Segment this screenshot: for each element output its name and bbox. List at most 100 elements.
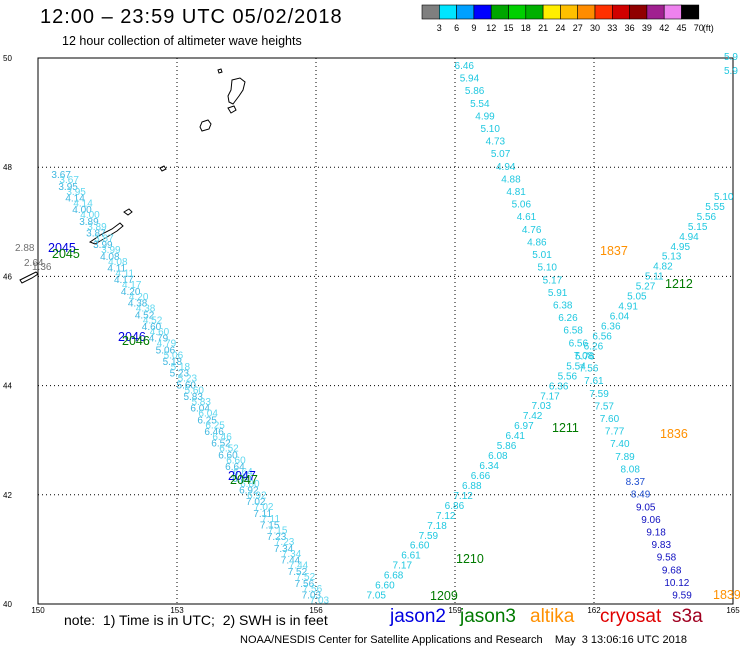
swh-value: 5.06	[164, 350, 184, 361]
swh-value: 4.17	[122, 280, 142, 291]
swh-value: 6.92	[239, 485, 259, 496]
swh-value: 5.86	[465, 86, 485, 97]
swh-value: 5.06	[512, 200, 532, 211]
swh-value: 4.52	[135, 310, 155, 321]
swh-value: 6.04	[198, 409, 218, 420]
coastline	[123, 208, 133, 216]
colorbar-tick-label: 39	[642, 23, 652, 33]
swh-value: 4.60	[142, 322, 162, 333]
swh-value: 5.94	[460, 74, 480, 85]
swh-value: 6.68	[384, 571, 404, 582]
swh-value: 6.56	[569, 338, 589, 349]
colorbar-tick-label: 45	[676, 23, 686, 33]
pass-time-label: 2046	[122, 334, 150, 348]
lat-tick-label: 48	[3, 163, 12, 172]
swh-value: 4.79	[149, 334, 169, 345]
pass-time-label: 1212	[665, 277, 693, 291]
swh-value: 7.56	[579, 364, 599, 375]
coastline	[88, 222, 124, 245]
swh-value: 6.61	[401, 551, 421, 562]
swh-value: 5.56	[697, 212, 717, 223]
swh-value: 7.03	[310, 596, 330, 607]
pass-time-label: 2046	[118, 330, 146, 344]
swh-value: 5.55	[705, 202, 725, 213]
colorbar-tick-label: 30	[590, 23, 600, 33]
swh-value: 4.91	[618, 302, 638, 313]
swh-value: 7.11	[253, 509, 272, 520]
pass-time-label: 1839	[713, 588, 740, 602]
swh-value: 4.95	[671, 242, 691, 253]
swh-value: 5.83	[183, 392, 203, 403]
swh-value: 6.36	[549, 381, 569, 392]
swh-value: 10.12	[664, 578, 689, 589]
lon-tick-label: 150	[31, 606, 45, 615]
swh-value: 4.61	[517, 212, 537, 223]
satellite-cryosat: cryosat	[600, 606, 662, 627]
swh-value: 6.25	[197, 415, 217, 426]
swh-value: 5.05	[627, 292, 647, 303]
lat-tick-label: 50	[3, 54, 12, 63]
credit-footer: NOAA/NESDIS Center for Satellite Applica…	[240, 634, 687, 646]
swh-value: 3.67	[51, 170, 71, 181]
swh-value: 6.80	[240, 479, 260, 490]
swh-value: 6.60	[218, 450, 238, 461]
swh-value: 3.95	[66, 187, 86, 198]
swh-value: 7.44	[281, 556, 301, 567]
swh-value: 7.17	[393, 561, 413, 572]
swh-value: 6.60	[375, 581, 395, 592]
coastline	[227, 77, 246, 105]
swh-value: 4.08	[100, 252, 120, 263]
swh-value: 5.60	[185, 385, 205, 396]
swh-value: 4.11	[115, 269, 134, 280]
colorbar-tick-label: 27	[573, 23, 583, 33]
coastline	[199, 119, 212, 132]
swh-value: 6.66	[471, 471, 491, 482]
swh-value: 4.94	[496, 162, 516, 173]
swh-value: 6.04	[610, 312, 630, 323]
swh-value: 7.23	[275, 537, 295, 548]
swh-value: 4.99	[475, 111, 495, 122]
swh-value: 6.97	[514, 421, 534, 432]
swh-value: 7.18	[427, 521, 447, 532]
colorbar-tick-label: 12	[486, 23, 496, 33]
satellite-jason3: jason3	[460, 606, 516, 627]
colorbar-tick-label: 24	[555, 23, 565, 33]
swh-value: 5.17	[543, 275, 563, 286]
swh-value: 1.36	[32, 262, 52, 273]
swh-value: 3.99	[101, 245, 121, 256]
swh-value: 6.86	[445, 501, 465, 512]
swh-value: 6.88	[462, 481, 482, 492]
satellite-s3a: s3a	[672, 606, 703, 627]
swh-value: 4.08	[108, 257, 128, 268]
swh-value: 6.25	[205, 420, 225, 431]
swh-value: 6.80	[232, 474, 252, 485]
colorbar-tick-label: 9	[471, 23, 476, 33]
swh-value: 9.18	[646, 527, 666, 538]
swh-value: 9.83	[652, 540, 672, 551]
swh-value: 7.56	[303, 584, 323, 595]
swh-value: 5.9	[724, 66, 738, 77]
colorbar-tick-label: 15	[503, 23, 513, 33]
pass-time-label: 2045	[52, 247, 80, 261]
lat-tick-label: 44	[3, 382, 12, 391]
coastline	[159, 165, 167, 172]
swh-value: 6.26	[584, 341, 604, 352]
pass-time-label: 2045	[48, 241, 76, 255]
swh-value: 6.46	[212, 432, 232, 443]
swh-value: 7.03	[302, 591, 322, 602]
swh-value: 6.34	[479, 461, 499, 472]
swh-value: 5.13	[662, 252, 682, 263]
coastline	[19, 271, 39, 284]
colorbar-swatch	[681, 4, 700, 20]
colorbar-tick-label: 6	[454, 23, 459, 33]
swh-value: 6.46	[455, 61, 475, 72]
swh-value: 4.11	[107, 264, 126, 275]
swh-value: 7.89	[615, 452, 635, 463]
pass-time-label: 1836	[660, 427, 688, 441]
lon-tick-label: 159	[448, 606, 462, 615]
swh-value: 4.76	[522, 225, 542, 236]
swh-value: 3.87	[86, 229, 106, 240]
swh-value: 7.42	[523, 411, 543, 422]
swh-value: 5.15	[688, 222, 708, 233]
